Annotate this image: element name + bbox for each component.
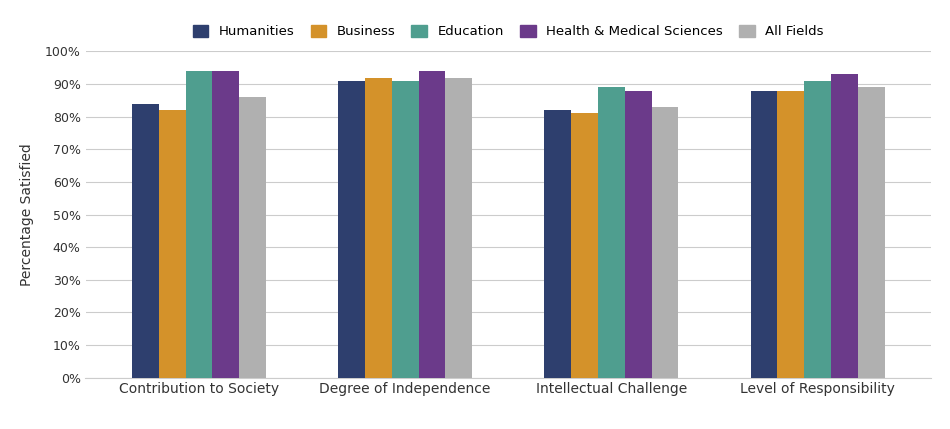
Bar xyxy=(544,110,571,378)
Bar xyxy=(598,88,625,378)
Bar xyxy=(239,97,266,378)
Bar xyxy=(571,113,598,378)
Bar xyxy=(446,78,472,378)
Bar xyxy=(365,78,391,378)
Bar xyxy=(132,104,159,378)
Legend: Humanities, Business, Education, Health & Medical Sciences, All Fields: Humanities, Business, Education, Health … xyxy=(193,25,824,38)
Bar xyxy=(391,81,419,378)
Bar xyxy=(185,71,213,378)
Bar xyxy=(858,88,884,378)
Bar xyxy=(750,91,777,378)
Bar xyxy=(159,110,185,378)
Y-axis label: Percentage Satisfied: Percentage Satisfied xyxy=(20,143,33,286)
Bar xyxy=(419,71,446,378)
Bar xyxy=(805,81,831,378)
Bar xyxy=(777,91,805,378)
Bar xyxy=(338,81,365,378)
Bar xyxy=(213,71,239,378)
Bar xyxy=(831,74,858,378)
Bar xyxy=(625,91,652,378)
Bar xyxy=(652,107,678,378)
